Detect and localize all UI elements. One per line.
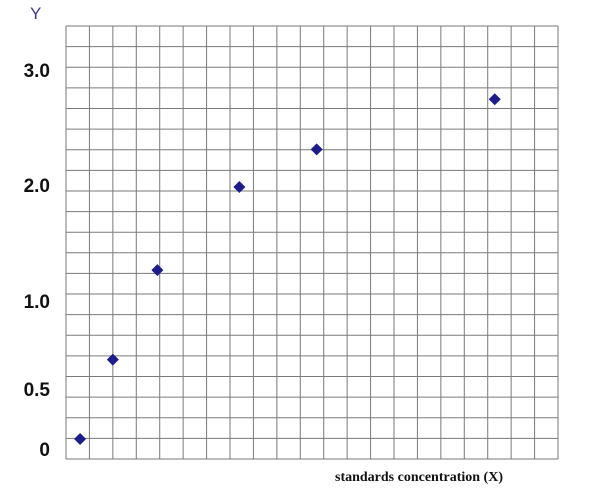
y-tick-label: 3.0 (23, 61, 50, 82)
data-point (106, 353, 119, 366)
y-tick-label: 0.5 (23, 380, 50, 401)
y-axis-title: Y (30, 4, 42, 23)
data-point (151, 264, 164, 277)
data-point (74, 433, 87, 445)
data-point (310, 143, 323, 156)
data-point (488, 93, 501, 106)
y-tick-label: 0 (39, 440, 50, 461)
y-tick-label: 2.0 (23, 176, 50, 197)
data-point (233, 181, 246, 193)
y-tick-label: 1.0 (23, 292, 50, 313)
x-axis-title: standards concentration (X) (335, 470, 503, 485)
